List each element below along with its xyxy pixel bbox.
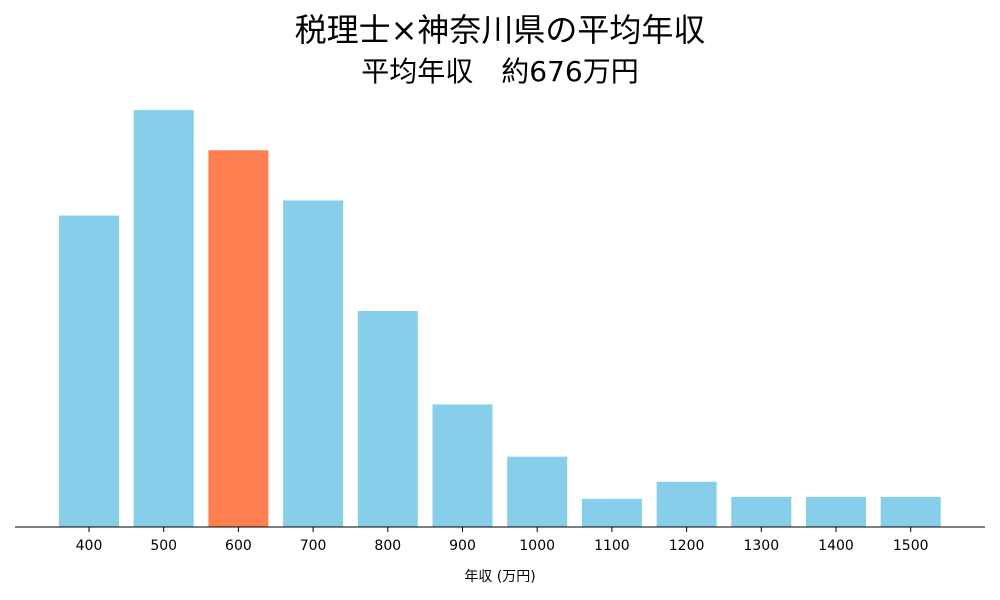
x-tick-label-600: 600 (225, 538, 252, 554)
bar-1200 (656, 481, 717, 527)
x-ticks-group: 400 500 600 700 800 900 1000 1100 1200 1300 1400 15… (76, 527, 929, 554)
chart-subtitle: 平均年収 約676万円 (361, 55, 639, 88)
bar-900 (432, 404, 493, 527)
x-tick-label-700: 700 (300, 538, 327, 554)
bar-1100 (581, 498, 642, 527)
x-tick-label-500: 500 (150, 538, 177, 554)
bar-500 (133, 110, 194, 528)
x-tick-label-1200: 1200 (669, 538, 705, 554)
bar-400 (59, 215, 119, 527)
x-tick-label-1400: 1400 (818, 538, 854, 554)
bar-700 (283, 200, 344, 527)
x-axis-title: 年収 (万円) (464, 569, 535, 585)
chart-title: 税理士×神奈川県の平均年収 (294, 11, 706, 49)
x-tick-label-1100: 1100 (594, 538, 630, 554)
bar-800 (357, 311, 418, 527)
bars-group (59, 110, 941, 528)
x-tick-label-900: 900 (449, 538, 476, 554)
x-tick-label-1500: 1500 (893, 538, 929, 554)
bar-600 (208, 150, 269, 528)
bar-1500 (880, 496, 941, 527)
bar-1400 (806, 496, 866, 527)
x-tick-label-800: 800 (374, 538, 401, 554)
bar-1300 (731, 496, 792, 527)
x-tick-label-1000: 1000 (519, 538, 555, 554)
x-tick-label-1300: 1300 (743, 538, 779, 554)
bar-1000 (507, 456, 568, 527)
x-tick-label-400: 400 (76, 538, 103, 554)
